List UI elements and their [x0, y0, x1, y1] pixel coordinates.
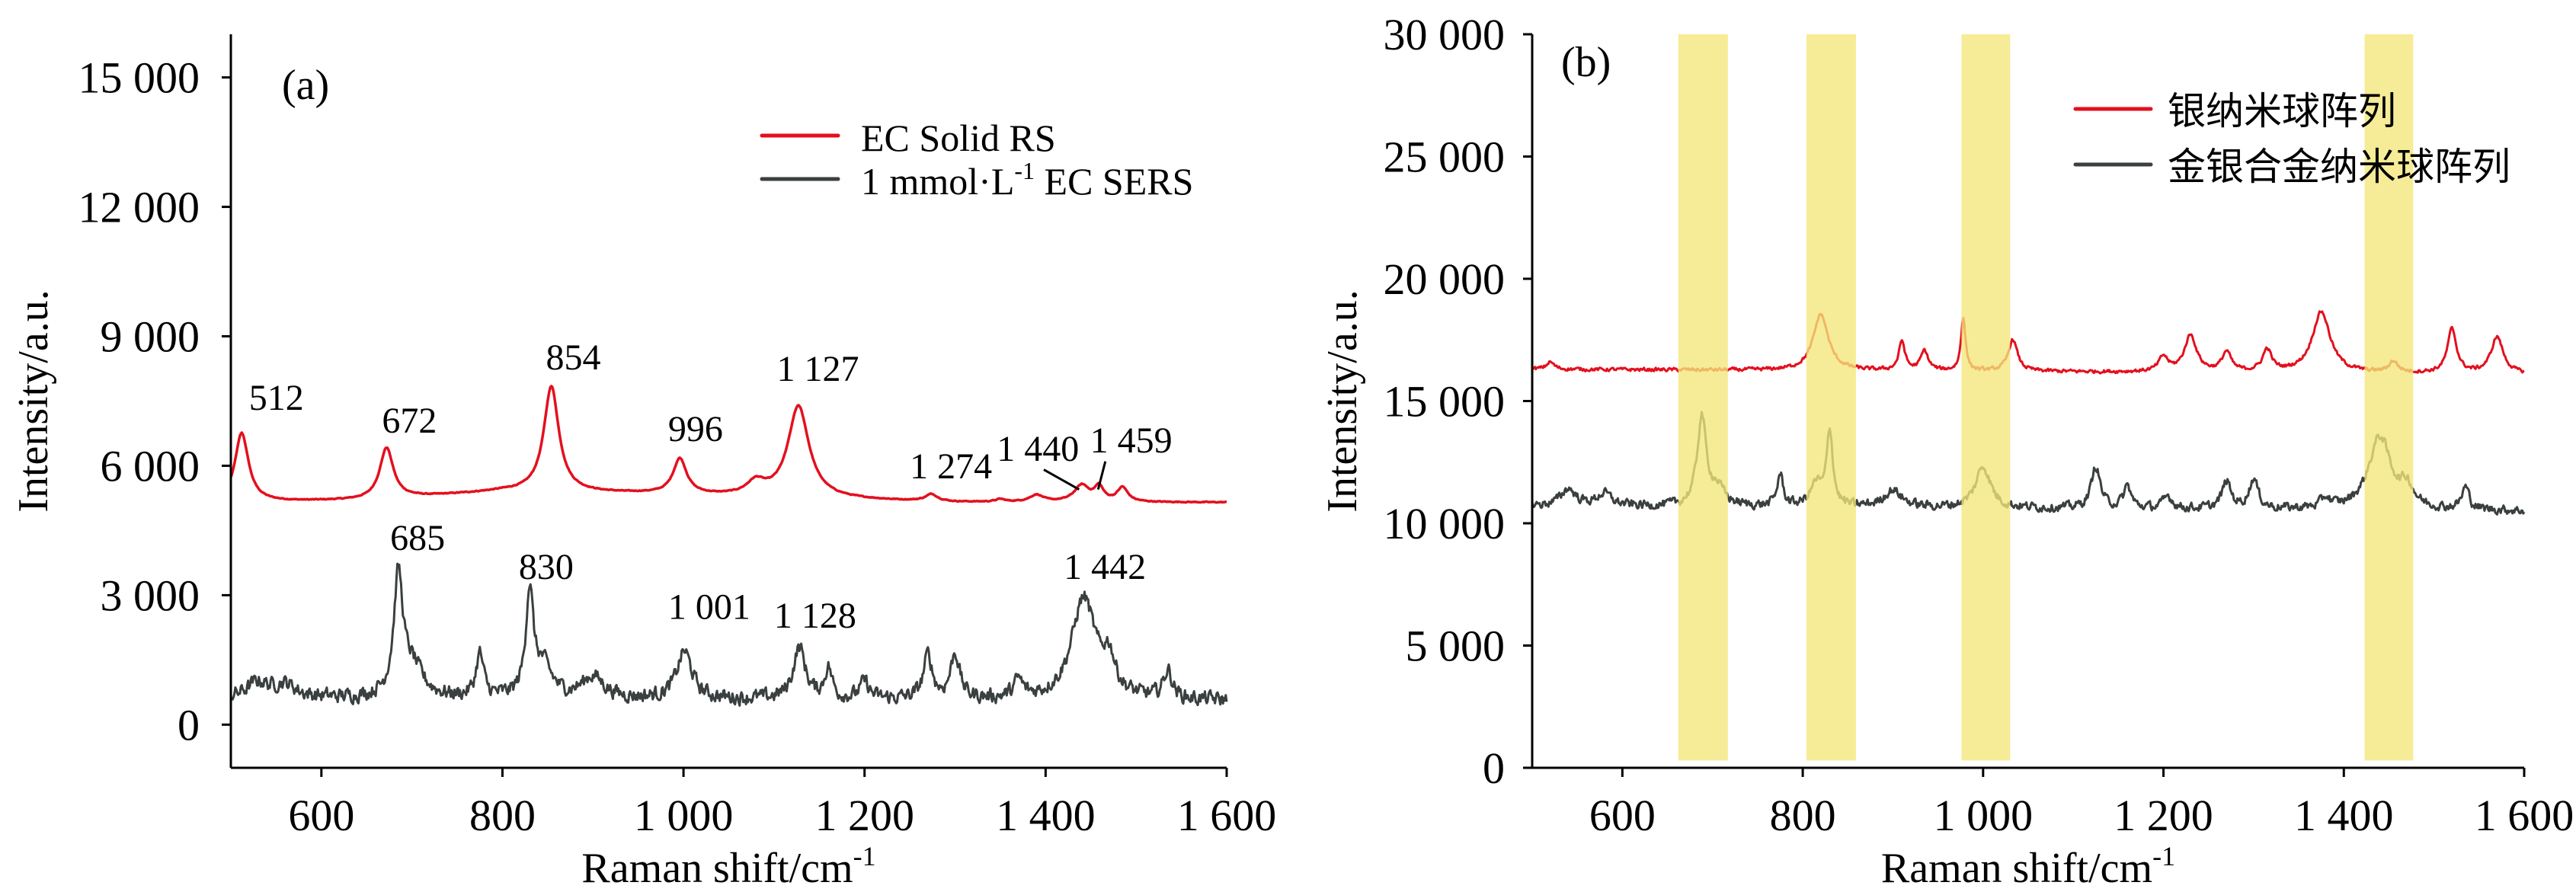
- x-tick-label: 600: [288, 791, 354, 840]
- peak-label: 1 440: [997, 429, 1079, 469]
- legend-text-part: EC SERS: [1035, 160, 1193, 203]
- legend-label-1: 1 mmol·L-1 EC SERS: [861, 157, 1193, 203]
- x-tick-label: 800: [469, 791, 536, 840]
- peak-label: 854: [546, 337, 600, 378]
- legend-label-0: EC Solid RS: [861, 117, 1056, 159]
- y-tick-label: 0: [178, 700, 200, 750]
- x-tick-label: 1 600: [1177, 791, 1277, 840]
- x-axis-title: Raman shift/cm-1: [1881, 841, 2175, 892]
- panel-label: (b): [1561, 39, 1611, 86]
- peak-label: 1 459: [1090, 420, 1173, 461]
- panel-a: 600 800 1 000 1 200 1 400 1 600 0 3 000 6 000 9 0…: [10, 34, 1276, 892]
- y-axis-title: Intensity/a.u.: [10, 289, 57, 512]
- peak-label: 1 001: [668, 587, 750, 628]
- y-tick-label: 12 000: [78, 183, 200, 232]
- legend-text-part: 1 mmol·L: [861, 160, 1014, 203]
- peak-label: 830: [519, 547, 574, 587]
- x-axis-title-superscript: -1: [853, 841, 876, 871]
- y-tick-label: 15 000: [1384, 377, 1506, 427]
- y-tick-label: 5 000: [1406, 622, 1506, 671]
- series-line-1: [229, 562, 1228, 707]
- y-tick-label: 9 000: [101, 312, 200, 362]
- x-tick-label: 1 000: [634, 791, 734, 840]
- highlight-band-0: [1678, 34, 1728, 761]
- peak-label: 1 274: [910, 446, 992, 487]
- x-axis-title-text: Raman shift/cm: [581, 845, 853, 892]
- series-line-0: [229, 385, 1227, 504]
- panel-label: (a): [282, 62, 329, 109]
- highlight-band-2: [1961, 34, 2011, 761]
- panel-b: 600 800 1 000 1 200 1 400 1 600 0 5 000 10 000 15…: [1319, 10, 2574, 892]
- legend-text-part: 金银合金纳米球阵列: [2168, 145, 2510, 188]
- x-tick-label: 1 400: [2294, 791, 2394, 840]
- highlight-band-1: [1806, 34, 1856, 761]
- x-axis-title-superscript: -1: [2152, 841, 2175, 871]
- peak-label: 512: [249, 378, 304, 418]
- peak-leader-line: [1043, 468, 1080, 491]
- y-tick-label: 15 000: [78, 53, 200, 103]
- y-tick-label: 6 000: [101, 441, 200, 491]
- x-tick-label: 1 000: [1934, 791, 2034, 840]
- peak-label: 996: [668, 409, 723, 449]
- x-tick-label: 1 200: [814, 791, 914, 840]
- legend-label-1: 金银合金纳米球阵列: [2168, 145, 2510, 188]
- x-tick-label: 800: [1770, 791, 1836, 840]
- legend-label-0: 银纳米球阵列: [2168, 90, 2396, 133]
- x-tick-label: 1 200: [2114, 791, 2213, 840]
- x-axis-title-text: Raman shift/cm: [1881, 845, 2152, 892]
- x-tick-label: 1 600: [2475, 791, 2574, 840]
- peak-label: 685: [390, 518, 445, 558]
- y-tick-label: 30 000: [1384, 10, 1506, 59]
- peak-leader-line: [1096, 461, 1107, 491]
- x-tick-label: 600: [1589, 791, 1656, 840]
- x-tick-label: 1 400: [996, 791, 1096, 840]
- legend-text-part: EC Solid RS: [861, 117, 1056, 159]
- y-tick-label: 20 000: [1384, 254, 1506, 304]
- legend-text-part: 银纳米球阵列: [2168, 90, 2396, 133]
- peak-label: 672: [382, 401, 437, 441]
- highlight-band-3: [2364, 34, 2414, 761]
- peak-label: 1 127: [776, 349, 859, 389]
- y-tick-label: 0: [1483, 743, 1505, 793]
- y-tick-label: 10 000: [1384, 499, 1506, 548]
- peak-label: 1 442: [1064, 547, 1146, 587]
- y-tick-label: 25 000: [1384, 133, 1506, 182]
- y-axis-title: Intensity/a.u.: [1319, 289, 1366, 512]
- y-tick-label: 3 000: [101, 571, 200, 620]
- peak-label: 1 128: [774, 596, 856, 636]
- legend-text-part: -1: [1014, 157, 1035, 184]
- x-axis-title: Raman shift/cm-1: [581, 841, 875, 892]
